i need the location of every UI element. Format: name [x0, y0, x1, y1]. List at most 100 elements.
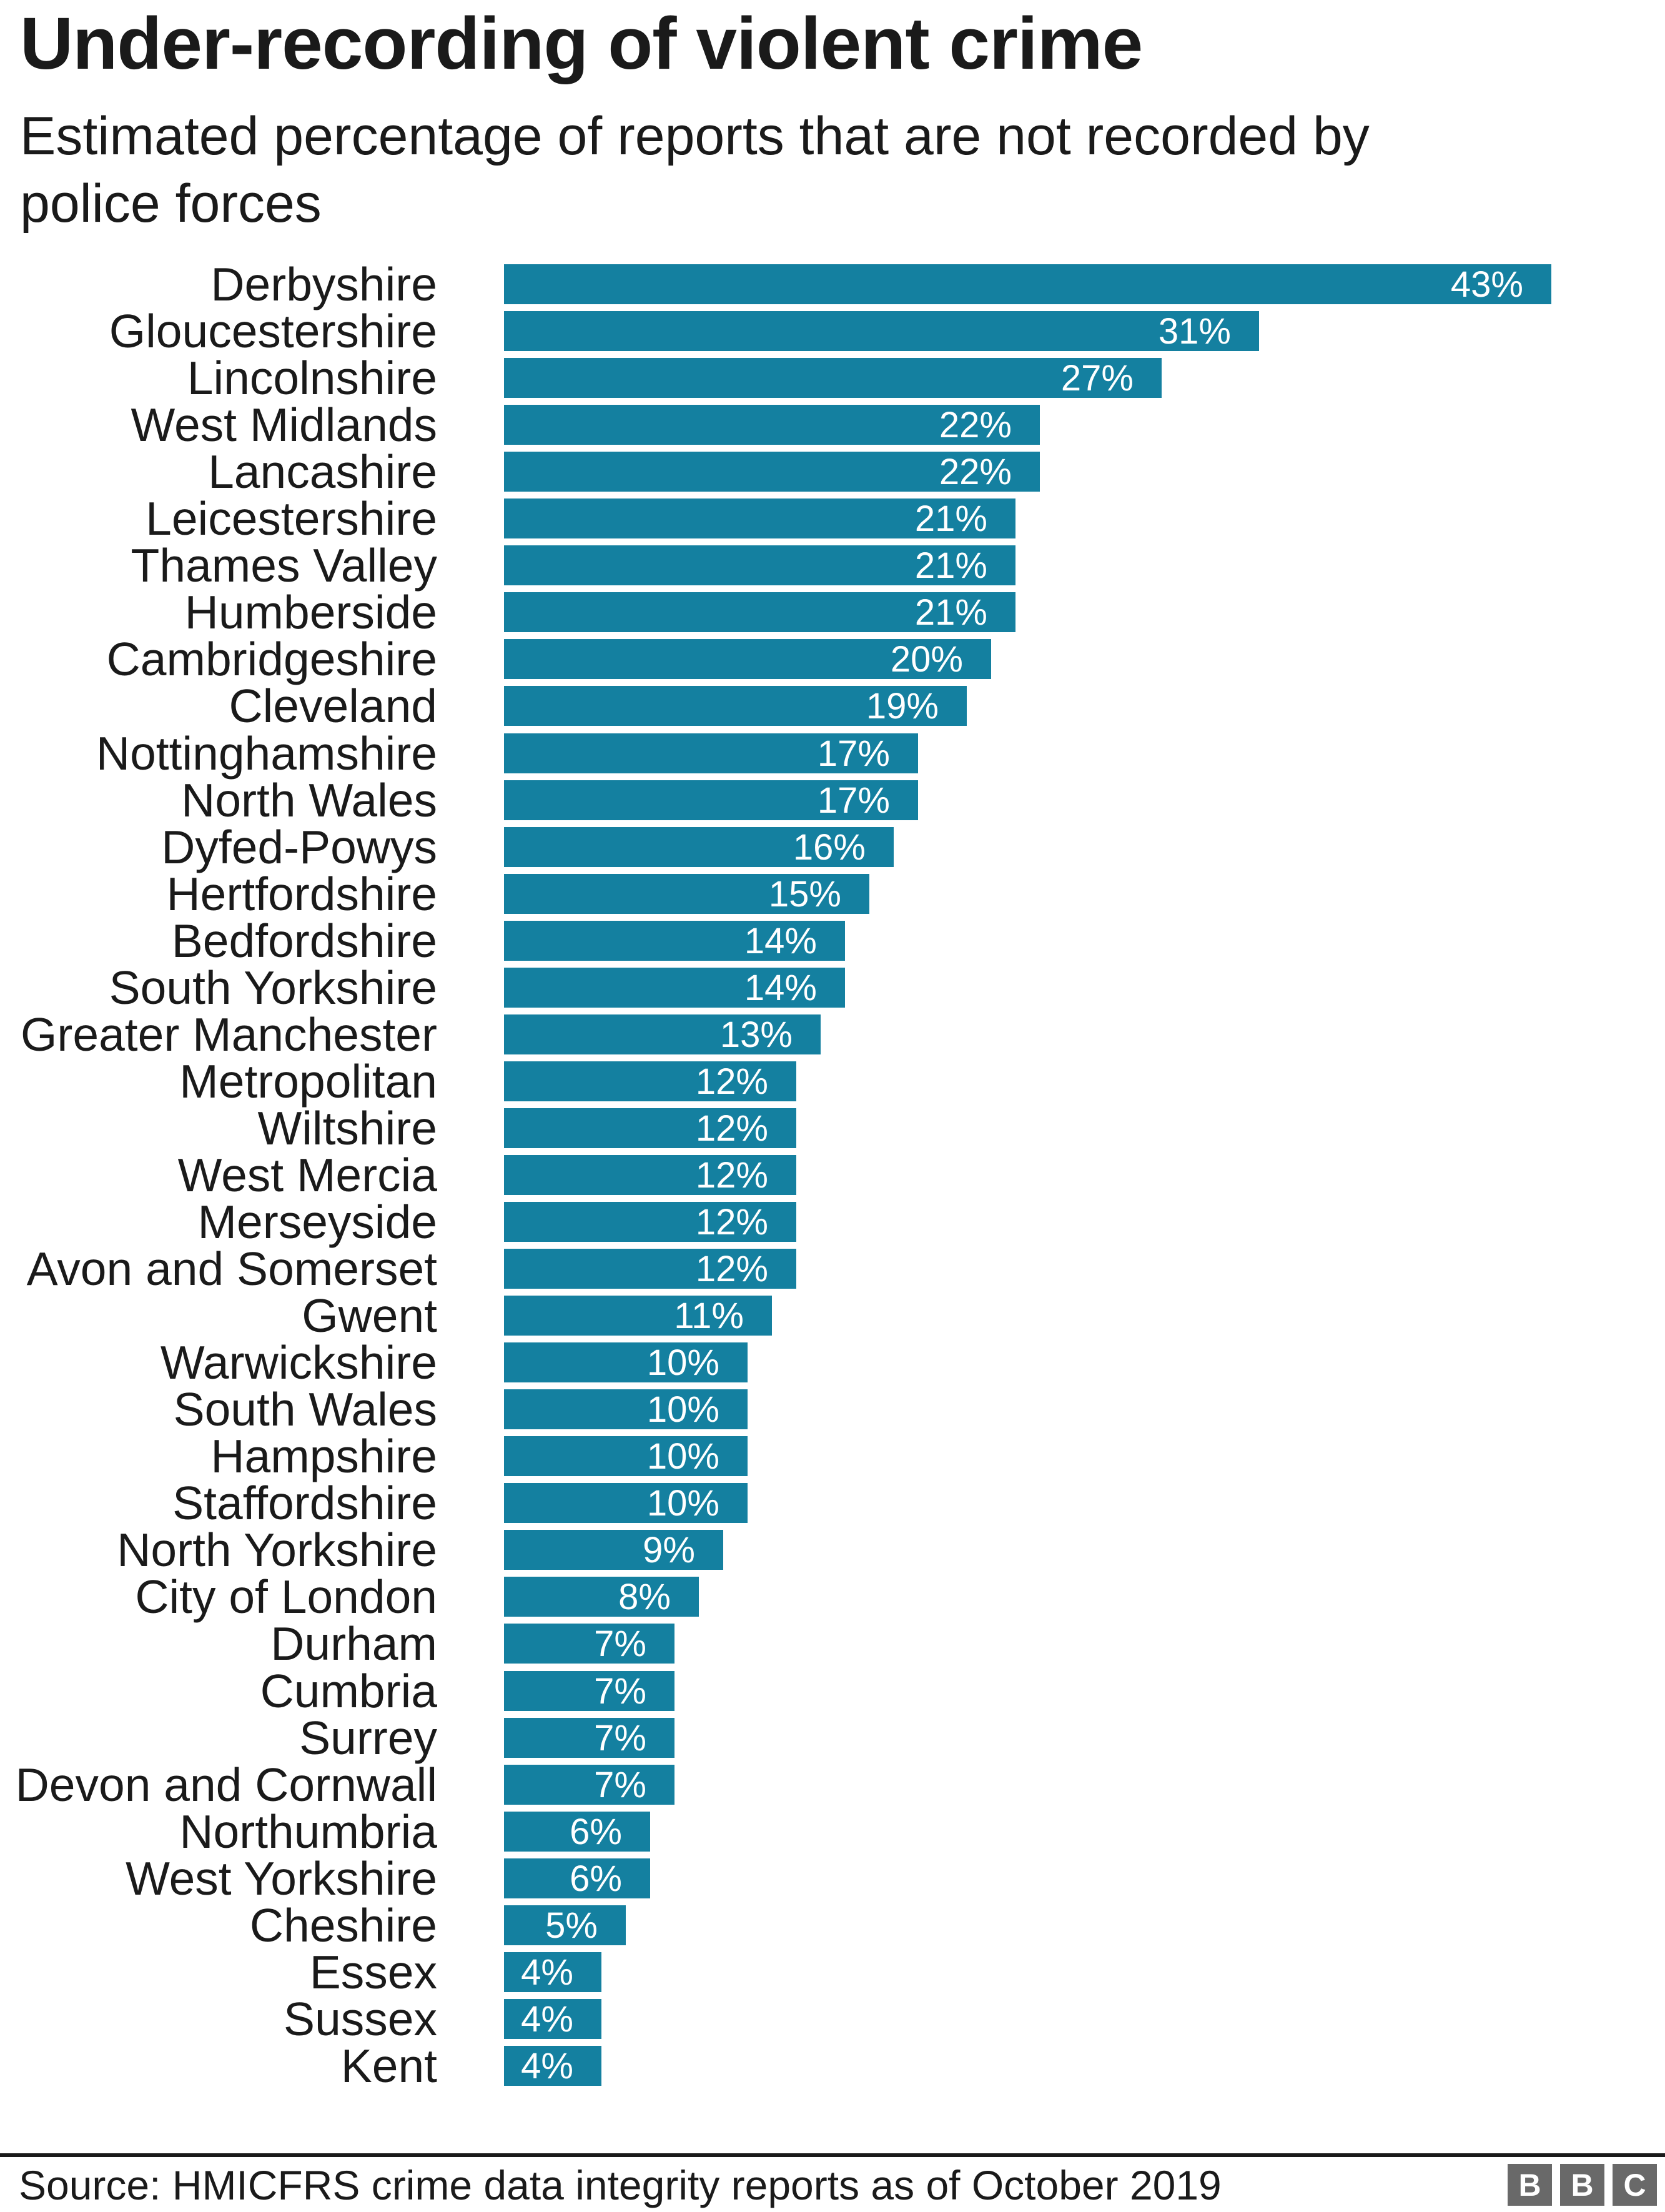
value-label: 14%	[744, 968, 817, 1008]
chart-row: Cumbria 7%	[0, 1668, 1665, 1715]
category-label: Gloucestershire	[109, 305, 437, 357]
value-label: 19%	[866, 686, 939, 727]
category-label: Dyfed-Powys	[161, 821, 437, 873]
bar: 8%	[504, 1577, 699, 1617]
value-label: 17%	[817, 780, 890, 821]
category-label: Hampshire	[210, 1430, 437, 1482]
value-label: 4%	[521, 2046, 573, 2086]
bar: 6%	[504, 1858, 650, 1899]
bar: 12%	[504, 1108, 796, 1149]
value-label: 27%	[1060, 358, 1134, 399]
bar: 20%	[504, 639, 991, 680]
category-label: Lancashire	[208, 445, 437, 498]
chart-row: South Yorkshire 14%	[0, 965, 1665, 1011]
category-label: Gwent	[302, 1289, 437, 1342]
chart-row: Bedfordshire 14%	[0, 915, 1665, 967]
category-label: North Yorkshire	[117, 1524, 437, 1576]
chart-row: Hertfordshire 15%	[0, 868, 1665, 920]
bar: 10%	[504, 1436, 748, 1477]
chart-row: Humberside 21%	[0, 586, 1665, 638]
bar: 7%	[504, 1624, 674, 1664]
chart-row: Kent 4%	[0, 2040, 1665, 2092]
value-label: 12%	[695, 1108, 768, 1149]
category-label: Kent	[340, 2040, 437, 2092]
chart-row: Lancashire 22%	[0, 445, 1665, 498]
bar: 21%	[504, 498, 1015, 539]
value-label: 10%	[646, 1389, 719, 1430]
chart-row: West Mercia 12%	[0, 1149, 1665, 1201]
bar: 12%	[504, 1202, 796, 1242]
bar: 6%	[504, 1812, 650, 1852]
chart-row: Greater Manchester 13%	[0, 1011, 1665, 1058]
chart-row: Cleveland 19%	[0, 683, 1665, 730]
chart-row: West Midlands 22%	[0, 402, 1665, 449]
chart-row: Gloucestershire 31%	[0, 305, 1665, 357]
category-label: Merseyside	[197, 1196, 437, 1248]
category-label: Nottinghamshire	[96, 727, 437, 780]
bar: 11%	[504, 1296, 772, 1336]
bar: 17%	[504, 780, 918, 821]
chart-row: Hampshire 10%	[0, 1430, 1665, 1482]
bar: 13%	[504, 1014, 821, 1055]
value-label: 12%	[695, 1202, 768, 1242]
chart-row: Cheshire 5%	[0, 1899, 1665, 1952]
value-label: 20%	[890, 639, 963, 680]
bar: 7%	[504, 1671, 674, 1712]
category-label: Hertfordshire	[166, 868, 437, 920]
chart-row: Wiltshire 12%	[0, 1105, 1665, 1152]
bar: 14%	[504, 968, 845, 1008]
category-label: Derbyshire	[210, 258, 437, 310]
bar: 21%	[504, 545, 1015, 586]
chart-row: Dyfed-Powys 16%	[0, 821, 1665, 873]
bar: 10%	[504, 1389, 748, 1430]
chart-row: Warwickshire 10%	[0, 1339, 1665, 1386]
bar: 27%	[504, 358, 1162, 399]
bar: 12%	[504, 1061, 796, 1102]
category-label: City of London	[135, 1570, 437, 1623]
chart-row: Thames Valley 21%	[0, 542, 1665, 589]
category-label: West Mercia	[177, 1149, 437, 1201]
bar: 5%	[504, 1905, 626, 1946]
category-label: Cheshire	[249, 1899, 437, 1952]
category-label: Sussex	[284, 1993, 437, 2045]
value-label: 16%	[793, 827, 866, 868]
bar: 14%	[504, 921, 845, 961]
chart-row: Merseyside 12%	[0, 1196, 1665, 1248]
chart-row: Lincolnshire 27%	[0, 355, 1665, 402]
bbc-logo-block-b1: B	[1508, 2164, 1552, 2206]
chart-row: South Wales 10%	[0, 1386, 1665, 1433]
chart-row: Essex 4%	[0, 1949, 1665, 1996]
category-label: Devon and Cornwall	[15, 1758, 437, 1811]
bbc-logo-block-c: C	[1613, 2164, 1657, 2206]
value-label: 12%	[695, 1155, 768, 1196]
chart-row: Devon and Cornwall 7%	[0, 1758, 1665, 1811]
value-label: 11%	[674, 1296, 744, 1336]
source-text: Source: HMICFRS crime data integrity rep…	[19, 2162, 1222, 2208]
bar: 22%	[504, 405, 1040, 445]
bar: 7%	[504, 1718, 674, 1758]
category-label: Metropolitan	[179, 1055, 437, 1108]
chart-row: Gwent 11%	[0, 1289, 1665, 1342]
bar: 15%	[504, 874, 869, 915]
chart-row: Northumbria 6%	[0, 1808, 1665, 1855]
footer-divider	[0, 2153, 1665, 2157]
value-label: 10%	[646, 1483, 719, 1524]
bar: 4%	[504, 1999, 601, 2040]
bar: 10%	[504, 1342, 748, 1383]
category-label: Bedfordshire	[171, 915, 437, 967]
chart-row: Leicestershire 21%	[0, 495, 1665, 542]
chart-row: West Yorkshire 6%	[0, 1852, 1665, 1905]
category-label: Surrey	[299, 1712, 437, 1764]
category-label: Humberside	[184, 586, 437, 638]
bar: 16%	[504, 827, 894, 868]
bar-chart: Derbyshire 43% Gloucestershire 31% Lincolnsh…	[0, 258, 1665, 2095]
chart-row: Cambridgeshire 20%	[0, 636, 1665, 683]
bar: 12%	[504, 1249, 796, 1289]
category-label: West Yorkshire	[126, 1852, 437, 1905]
bbc-logo-block-b2: B	[1560, 2164, 1604, 2206]
category-label: North Wales	[181, 774, 437, 826]
value-label: 10%	[646, 1436, 719, 1477]
value-label: 13%	[719, 1014, 793, 1055]
value-label: 21%	[914, 592, 987, 633]
bar: 31%	[504, 311, 1259, 352]
